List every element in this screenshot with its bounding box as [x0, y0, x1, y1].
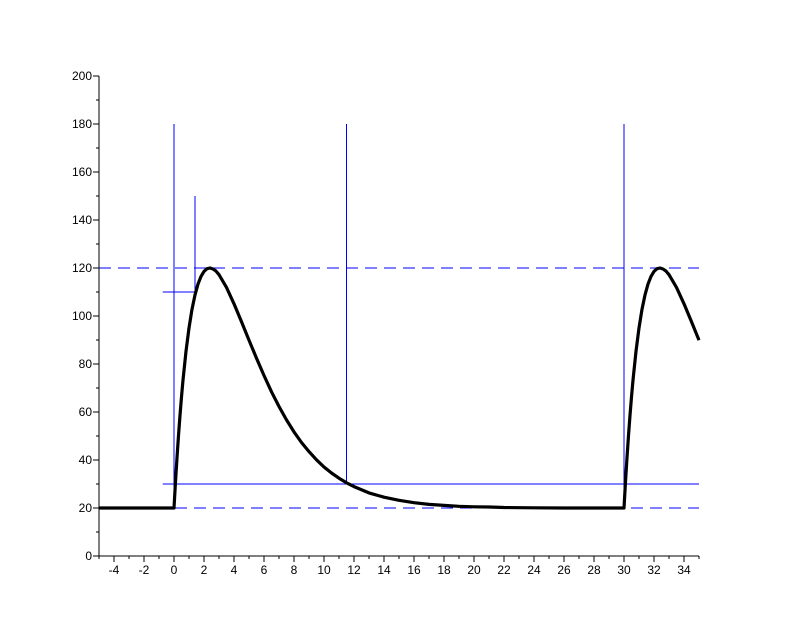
- x-tick-label: 14: [377, 563, 391, 577]
- x-tick-label: 24: [527, 563, 541, 577]
- y-tick-label: 20: [79, 501, 93, 515]
- y-tick-label: 80: [79, 357, 93, 371]
- x-tick-label: 30: [617, 563, 631, 577]
- x-tick-label: 16: [407, 563, 421, 577]
- x-tick-label: 26: [557, 563, 571, 577]
- y-tick-label: 180: [72, 117, 92, 131]
- reference-lines: [99, 124, 699, 509]
- y-tick-label: 40: [79, 453, 93, 467]
- dose-curve: [99, 266, 701, 510]
- x-tick-label: -2: [139, 563, 150, 577]
- y-axis: 0 20 40 60 80 100 120 140 160 180 200: [72, 69, 100, 563]
- x-tick-label: 18: [437, 563, 451, 577]
- x-tick-label: 4: [231, 563, 238, 577]
- x-tick-label: 28: [587, 563, 601, 577]
- x-tick-label: 12: [347, 563, 361, 577]
- x-tick-label: 6: [261, 563, 268, 577]
- y-tick-label: 60: [79, 405, 93, 419]
- y-tick-label: 120: [72, 261, 92, 275]
- y-tick-label: 200: [72, 69, 92, 83]
- x-tick-label: 22: [497, 563, 511, 577]
- y-tick-label: 100: [72, 309, 92, 323]
- x-tick-label: 10: [317, 563, 331, 577]
- x-tick-label: -4: [109, 563, 120, 577]
- x-tick-label: 20: [467, 563, 481, 577]
- x-tick-label: 32: [647, 563, 661, 577]
- y-tick-label: 160: [72, 165, 92, 179]
- x-tick-label: 34: [677, 563, 691, 577]
- x-axis: -4 -2 0 2 4 6 8 10 12 14 16 18 20 22 24 26 28 30 32 34: [98, 555, 700, 577]
- y-tick-label: 0: [85, 549, 92, 563]
- x-tick-label: 0: [171, 563, 178, 577]
- x-tick-label: 2: [201, 563, 208, 577]
- concentration-curve: [99, 266, 701, 510]
- x-tick-label: 8: [291, 563, 298, 577]
- y-tick-label: 140: [72, 213, 92, 227]
